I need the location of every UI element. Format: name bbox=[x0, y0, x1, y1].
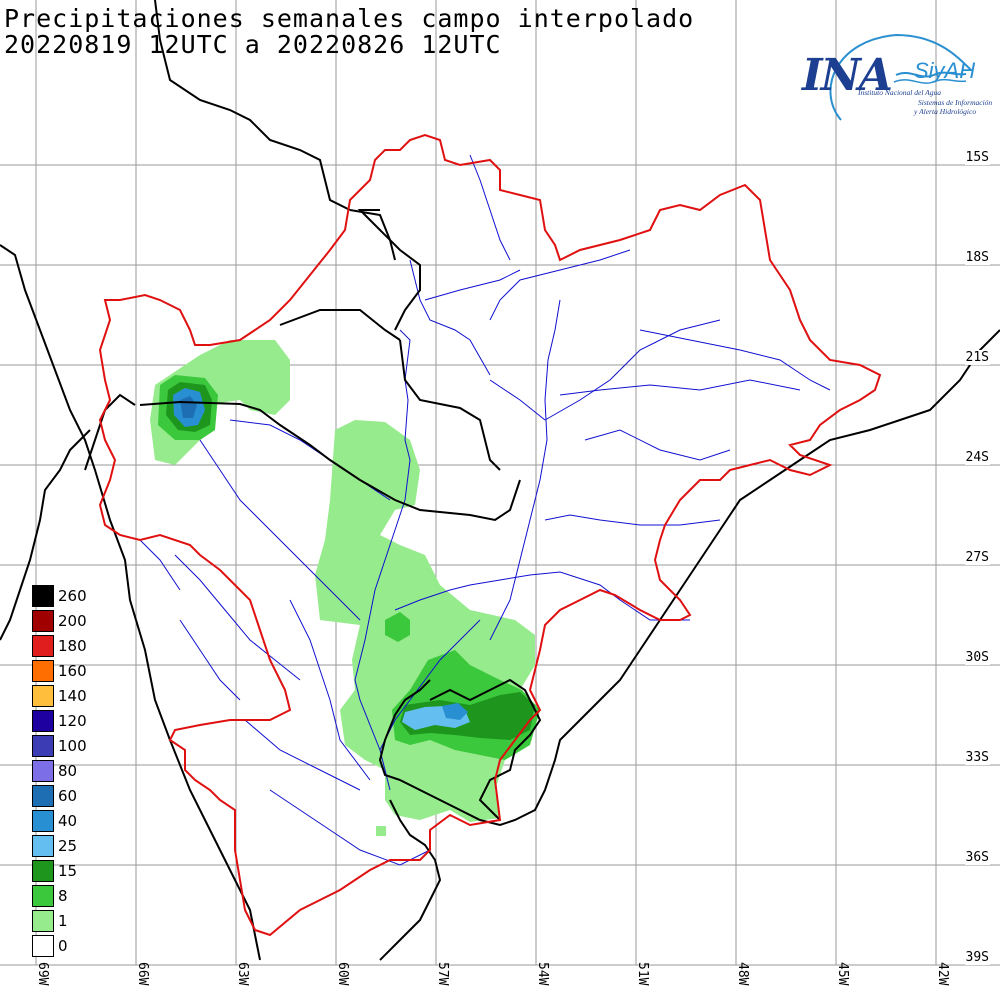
legend-label: 200 bbox=[58, 612, 87, 630]
legend-label: 80 bbox=[58, 762, 78, 780]
latitude-label: 15S bbox=[964, 150, 990, 165]
latitude-label: 18S bbox=[964, 250, 990, 265]
precip-area-chaco bbox=[315, 420, 535, 822]
legend-swatch bbox=[32, 810, 54, 832]
legend-swatch bbox=[32, 885, 54, 907]
legend-label: 140 bbox=[58, 687, 87, 705]
longitude-label: 54W bbox=[535, 962, 550, 986]
legend-swatch bbox=[32, 935, 54, 957]
legend-label: 25 bbox=[58, 837, 78, 855]
legend-label: 8 bbox=[58, 887, 68, 905]
longitude-label: 66W bbox=[135, 962, 150, 986]
legend-swatch bbox=[32, 785, 54, 807]
legend-label: 180 bbox=[58, 637, 87, 655]
legend-label: 260 bbox=[58, 587, 87, 605]
legend-swatch bbox=[32, 760, 54, 782]
legend-swatch bbox=[32, 635, 54, 657]
legend-label: 60 bbox=[58, 787, 78, 805]
legend-swatch bbox=[32, 585, 54, 607]
longitude-label: 45W bbox=[835, 962, 850, 986]
precip-area-dot bbox=[376, 826, 386, 836]
legend-label: 100 bbox=[58, 737, 87, 755]
logo-system-text: Sistemas de Información bbox=[918, 98, 993, 107]
latitude-label: 30S bbox=[964, 650, 990, 665]
longitude-label: 48W bbox=[735, 962, 750, 986]
map-title: Precipitaciones semanales campo interpol… bbox=[4, 4, 695, 33]
longitude-label: 60W bbox=[335, 962, 350, 986]
legend-label: 1 bbox=[58, 912, 68, 930]
logo-alert-text: y Alerta Hidrológico bbox=[914, 107, 977, 116]
legend-swatch bbox=[32, 610, 54, 632]
rivers bbox=[139, 154, 831, 866]
longitude-label: 51W bbox=[635, 962, 650, 986]
logo-swoosh-icon bbox=[829, 33, 972, 121]
legend-label: 120 bbox=[58, 712, 87, 730]
legend-swatch bbox=[32, 710, 54, 732]
latitude-label: 21S bbox=[964, 350, 990, 365]
legend-swatch bbox=[32, 835, 54, 857]
country-borders bbox=[0, 0, 1000, 961]
latitude-label: 36S bbox=[964, 850, 990, 865]
legend-swatch bbox=[32, 660, 54, 682]
precip-area-40-south bbox=[442, 703, 468, 720]
latitude-label: 39S bbox=[964, 950, 990, 965]
legend-label: 15 bbox=[58, 862, 78, 880]
logo-institute-text: Instituto Nacional del Agua bbox=[858, 88, 941, 97]
latitude-label: 27S bbox=[964, 550, 990, 565]
logo-ina-text: INA bbox=[802, 50, 893, 101]
longitude-label: 69W bbox=[35, 962, 50, 986]
ina-siyah-logo: INA SiyAH Instituto Nacional del Agua Si… bbox=[796, 30, 996, 130]
legend-swatch bbox=[32, 685, 54, 707]
legend-label: 160 bbox=[58, 662, 87, 680]
legend-swatch bbox=[32, 910, 54, 932]
legend-swatch bbox=[32, 735, 54, 757]
legend-label: 40 bbox=[58, 812, 78, 830]
longitude-label: 57W bbox=[435, 962, 450, 986]
latitude-label: 33S bbox=[964, 750, 990, 765]
legend-label: 0 bbox=[58, 937, 68, 955]
latitude-label: 24S bbox=[964, 450, 990, 465]
plata-basin-outline bbox=[98, 133, 882, 937]
precip-fields bbox=[150, 340, 540, 836]
longitude-label: 63W bbox=[235, 962, 250, 986]
map-date-range: 20220819 12UTC a 20220826 12UTC bbox=[4, 30, 502, 59]
logo-siyah-text: SiyAH bbox=[914, 58, 976, 83]
longitude-label: 42W bbox=[935, 962, 950, 986]
precip-area-8-center bbox=[385, 612, 410, 642]
legend-swatch bbox=[32, 860, 54, 882]
